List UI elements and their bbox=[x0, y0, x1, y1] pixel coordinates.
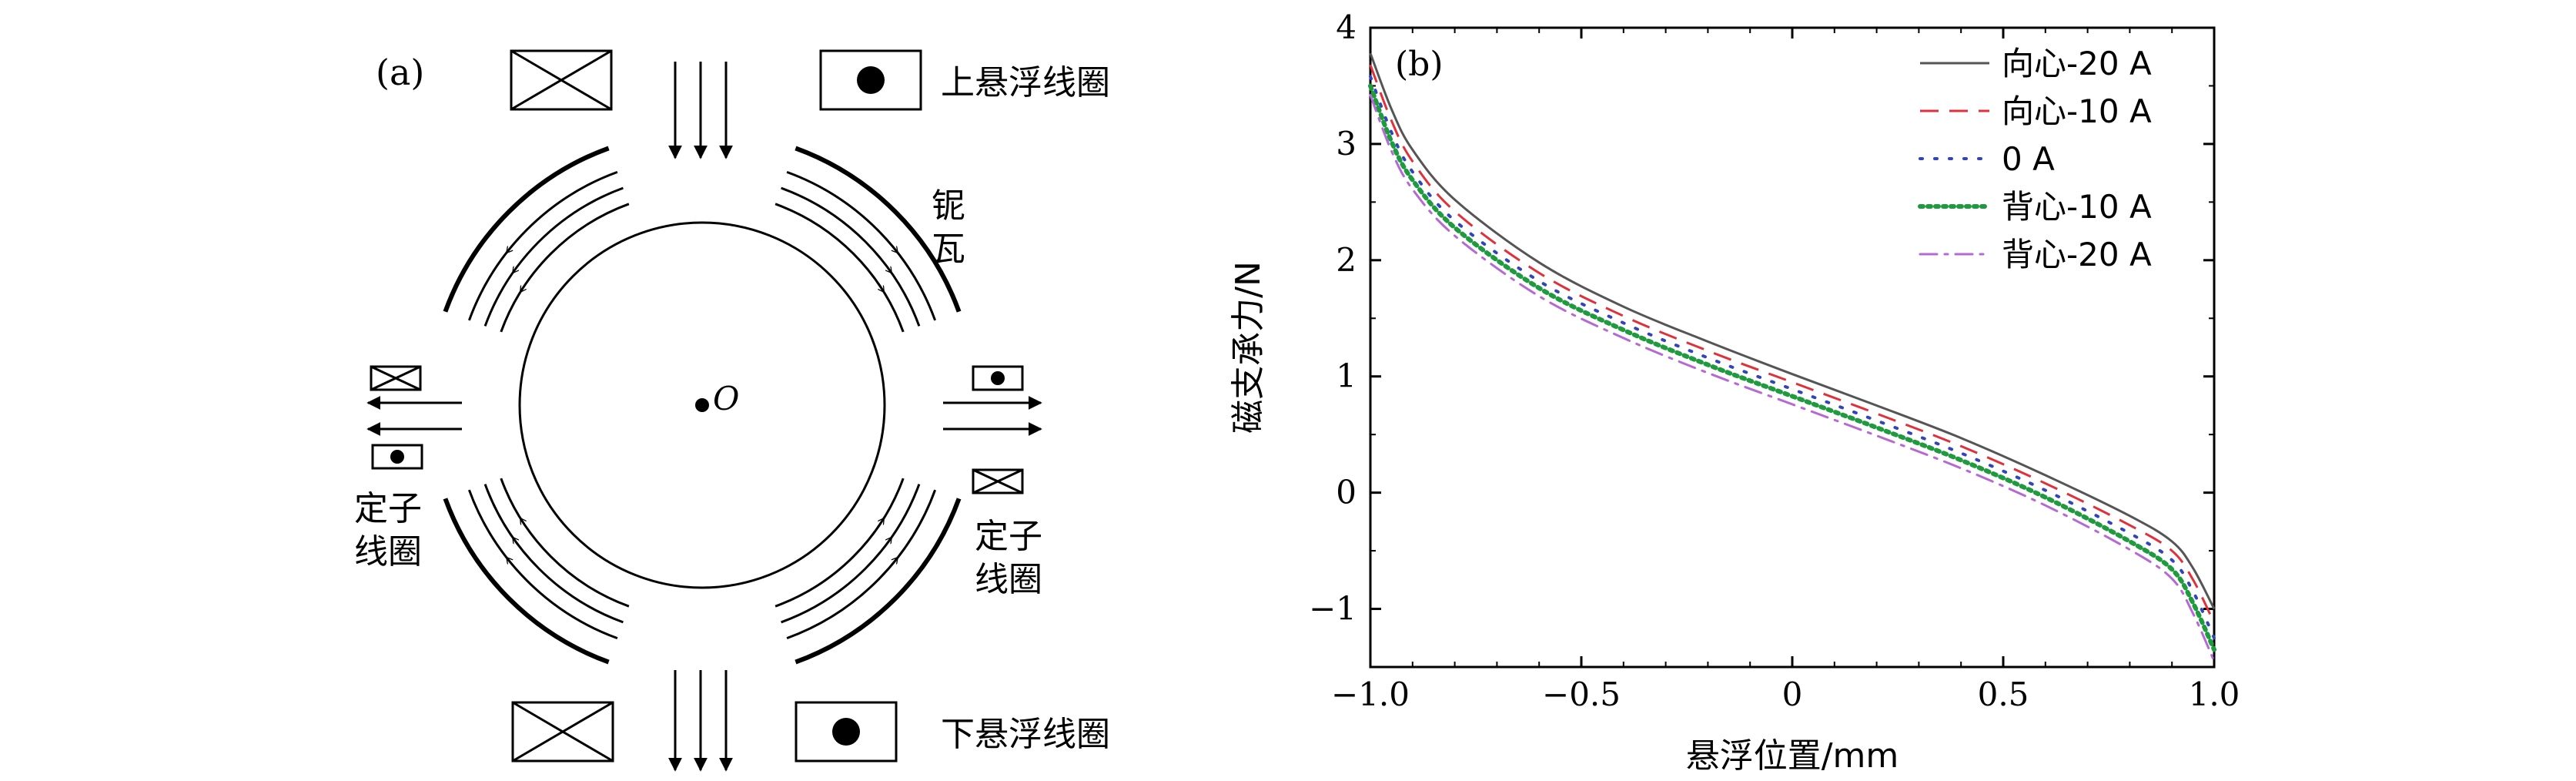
lower-coil-label: 下悬浮线圈 bbox=[941, 715, 1110, 754]
legend-label-5: 背心-20 A bbox=[2002, 236, 2152, 273]
magnet-arc-upper-left-3 bbox=[483, 186, 624, 327]
right-stator-label-1: 定子 bbox=[975, 517, 1042, 556]
lower-flux-arrows bbox=[668, 670, 733, 772]
series-line-1 bbox=[1369, 52, 2216, 610]
magnet-arc-upper-right-1 bbox=[795, 146, 962, 313]
magnet-arc-lower-right-1 bbox=[795, 498, 962, 665]
magnet-arc-lower-right-4 bbox=[774, 478, 905, 608]
magnet-flux-arrow-lower-right-3 bbox=[875, 518, 884, 531]
magnet-flux-arrow-upper-right-1 bbox=[885, 239, 897, 253]
magnet-flux-arrow-upper-left-1 bbox=[507, 239, 519, 253]
legend-label-1: 向心-20 A bbox=[2002, 45, 2152, 82]
magnet-arc-upper-left-1 bbox=[443, 146, 610, 313]
series-line-3 bbox=[1369, 75, 2216, 640]
panel-b-chart: (b) −1.0 −0.5 0 0.5 1.0 −1 0 1 2 3 4 向心-20 A 向心-10 … bbox=[1229, 8, 2240, 776]
magnet-arcs bbox=[443, 146, 962, 665]
lower-cross-coil bbox=[511, 701, 614, 763]
magnet-flux-arrow-lower-right-1 bbox=[885, 558, 897, 572]
magnet-flux-arrow-lower-left-3 bbox=[520, 518, 530, 531]
series-line-5 bbox=[1369, 94, 2216, 662]
y-tick-label: −1 bbox=[1309, 590, 1357, 628]
legend-label-4: 背心-10 A bbox=[2002, 188, 2152, 226]
magnet-flux-arrow-lower-left-2 bbox=[513, 538, 524, 551]
y-axis-label: 磁支承力/N bbox=[1229, 261, 1268, 434]
legend: 向心-20 A 向心-10 A 0 A 背心-10 A 背心-20 A bbox=[1918, 45, 2152, 273]
panel-a: (a) 上悬浮线圈 bbox=[354, 49, 1110, 772]
right-stator-coils bbox=[972, 365, 1024, 494]
magnet-flux-arrow-upper-right-3 bbox=[875, 279, 884, 292]
x-tick-label: 0 bbox=[1782, 675, 1803, 713]
legend-label-3: 0 A bbox=[2002, 140, 2055, 178]
right-flux-arrows bbox=[943, 396, 1042, 436]
left-flux-arrows bbox=[366, 396, 462, 436]
right-stator-label-2: 线圈 bbox=[975, 560, 1042, 599]
y-tick-label: 4 bbox=[1336, 8, 1357, 46]
y-tick-label: 2 bbox=[1336, 241, 1357, 279]
rotor-circle bbox=[518, 221, 886, 589]
magnet-arc-lower-right-2 bbox=[786, 489, 937, 640]
magnet-flux-arrow-lower-right-2 bbox=[881, 538, 892, 551]
upper-cross-coil bbox=[510, 49, 613, 111]
lower-dot-coil bbox=[795, 701, 898, 763]
y-tick-label: 3 bbox=[1336, 125, 1357, 163]
magnet-arc-upper-right-3 bbox=[781, 186, 921, 327]
legend-label-2: 向心-10 A bbox=[2002, 92, 2152, 130]
magnet-arc-upper-left-4 bbox=[500, 203, 630, 333]
magnet-flux-arrow-upper-left-3 bbox=[520, 279, 530, 292]
magnet-arc-lower-left-1 bbox=[443, 498, 610, 665]
left-stator-label-1: 定子 bbox=[354, 489, 422, 528]
rotor-center-label: O bbox=[713, 380, 739, 417]
magnet-label-2: 瓦 bbox=[932, 230, 965, 269]
y-tick-label: 1 bbox=[1336, 357, 1357, 395]
upper-flux-arrows bbox=[668, 62, 733, 159]
magnet-arc-lower-left-2 bbox=[467, 489, 618, 640]
magnet-arc-upper-right-4 bbox=[774, 203, 905, 333]
x-tick-label: 1.0 bbox=[2189, 675, 2240, 713]
series-lines bbox=[1368, 52, 2216, 662]
magnet-arc-upper-right-2 bbox=[786, 170, 937, 321]
upper-coil-label: 上悬浮线圈 bbox=[941, 63, 1110, 102]
magnet-arc-lower-right-3 bbox=[781, 484, 921, 624]
magnet-arc-lower-left-3 bbox=[483, 484, 624, 624]
magnet-arc-upper-left-2 bbox=[467, 170, 618, 321]
left-stator-label-2: 线圈 bbox=[354, 532, 422, 572]
x-axis-label: 悬浮位置/mm bbox=[1686, 736, 1899, 776]
rotor-center-dot bbox=[695, 398, 709, 412]
series-line-4 bbox=[1368, 83, 2216, 652]
magnet-flux-arrow-upper-left-2 bbox=[513, 259, 524, 273]
magnet-arc-lower-left-4 bbox=[500, 478, 630, 608]
magnet-label-1: 铌 bbox=[932, 186, 965, 226]
series-line-2 bbox=[1369, 64, 2216, 624]
magnet-flux-arrow-upper-right-2 bbox=[881, 259, 892, 273]
upper-dot-coil bbox=[819, 49, 922, 111]
x-tick-label: 0.5 bbox=[1978, 675, 2029, 713]
left-stator-coils bbox=[370, 365, 423, 470]
panel-b-label: (b) bbox=[1395, 45, 1444, 84]
axis-ticks: −1.0 −0.5 0 0.5 1.0 −1 0 1 2 3 4 bbox=[1309, 8, 2240, 713]
x-tick-label: −1.0 bbox=[1331, 675, 1410, 713]
y-tick-label: 0 bbox=[1336, 474, 1357, 511]
magnet-flux-arrow-lower-left-1 bbox=[507, 558, 519, 572]
panel-a-label: (a) bbox=[376, 52, 424, 93]
x-tick-label: −0.5 bbox=[1542, 675, 1621, 713]
